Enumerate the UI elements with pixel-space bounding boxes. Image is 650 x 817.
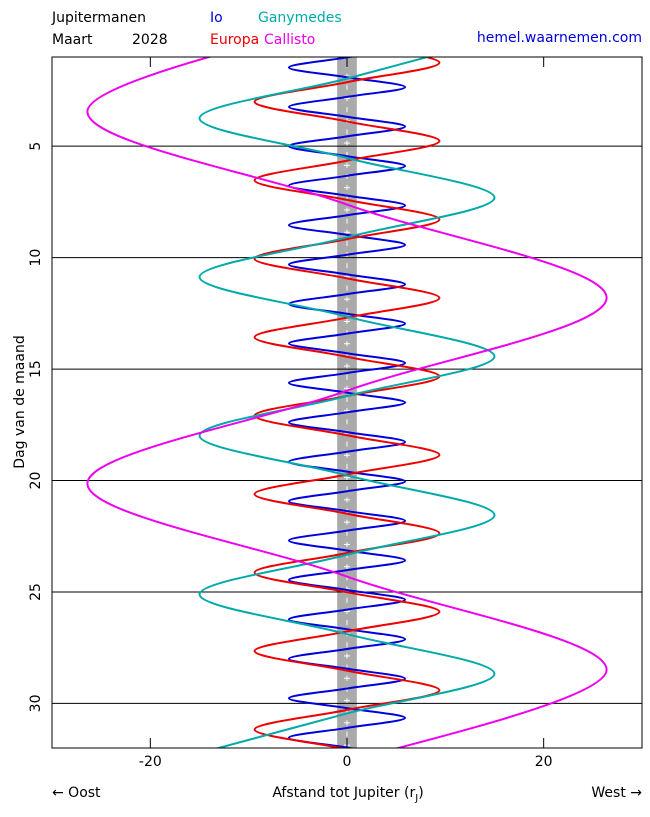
y-axis-label: Dag van de maand <box>12 335 28 468</box>
x-axis-label: Afstand tot Jupiter (rJ) <box>272 785 423 804</box>
moon-track <box>86 57 608 748</box>
y-tick-label: 10 <box>28 249 44 267</box>
right-label: West → <box>591 785 642 801</box>
y-tick-label: 5 <box>28 142 44 151</box>
x-axis-label-text: Afstand tot Jupiter (r <box>272 785 415 801</box>
legend-entry: Europa <box>210 32 259 48</box>
moon-track <box>253 57 441 748</box>
year: 2028 <box>132 32 168 48</box>
plot-frame <box>51 56 643 749</box>
y-tick-label: 30 <box>28 695 44 713</box>
series-group <box>86 57 608 748</box>
x-tick-label: 0 <box>343 754 352 770</box>
y-tick-label: 15 <box>28 360 44 378</box>
x-tick-label: -20 <box>139 754 162 770</box>
x-axis-label-sub: J <box>414 793 418 804</box>
x-tick-label: 20 <box>535 754 553 770</box>
legend-entry: Callisto <box>264 32 315 48</box>
site: hemel.waarnemen.com <box>477 30 642 46</box>
legend-entry: Io <box>210 10 223 26</box>
chart-title: Jupitermanen <box>51 10 146 26</box>
moon-track <box>198 57 496 748</box>
left-label: ← Oost <box>52 785 101 801</box>
y-tick-label: 25 <box>28 583 44 601</box>
month: Maart <box>52 32 93 48</box>
y-tick-label: 20 <box>28 472 44 490</box>
x-axis-label-end: ) <box>418 785 423 801</box>
legend-entry: Ganymedes <box>258 10 342 26</box>
moon-track <box>287 57 407 748</box>
